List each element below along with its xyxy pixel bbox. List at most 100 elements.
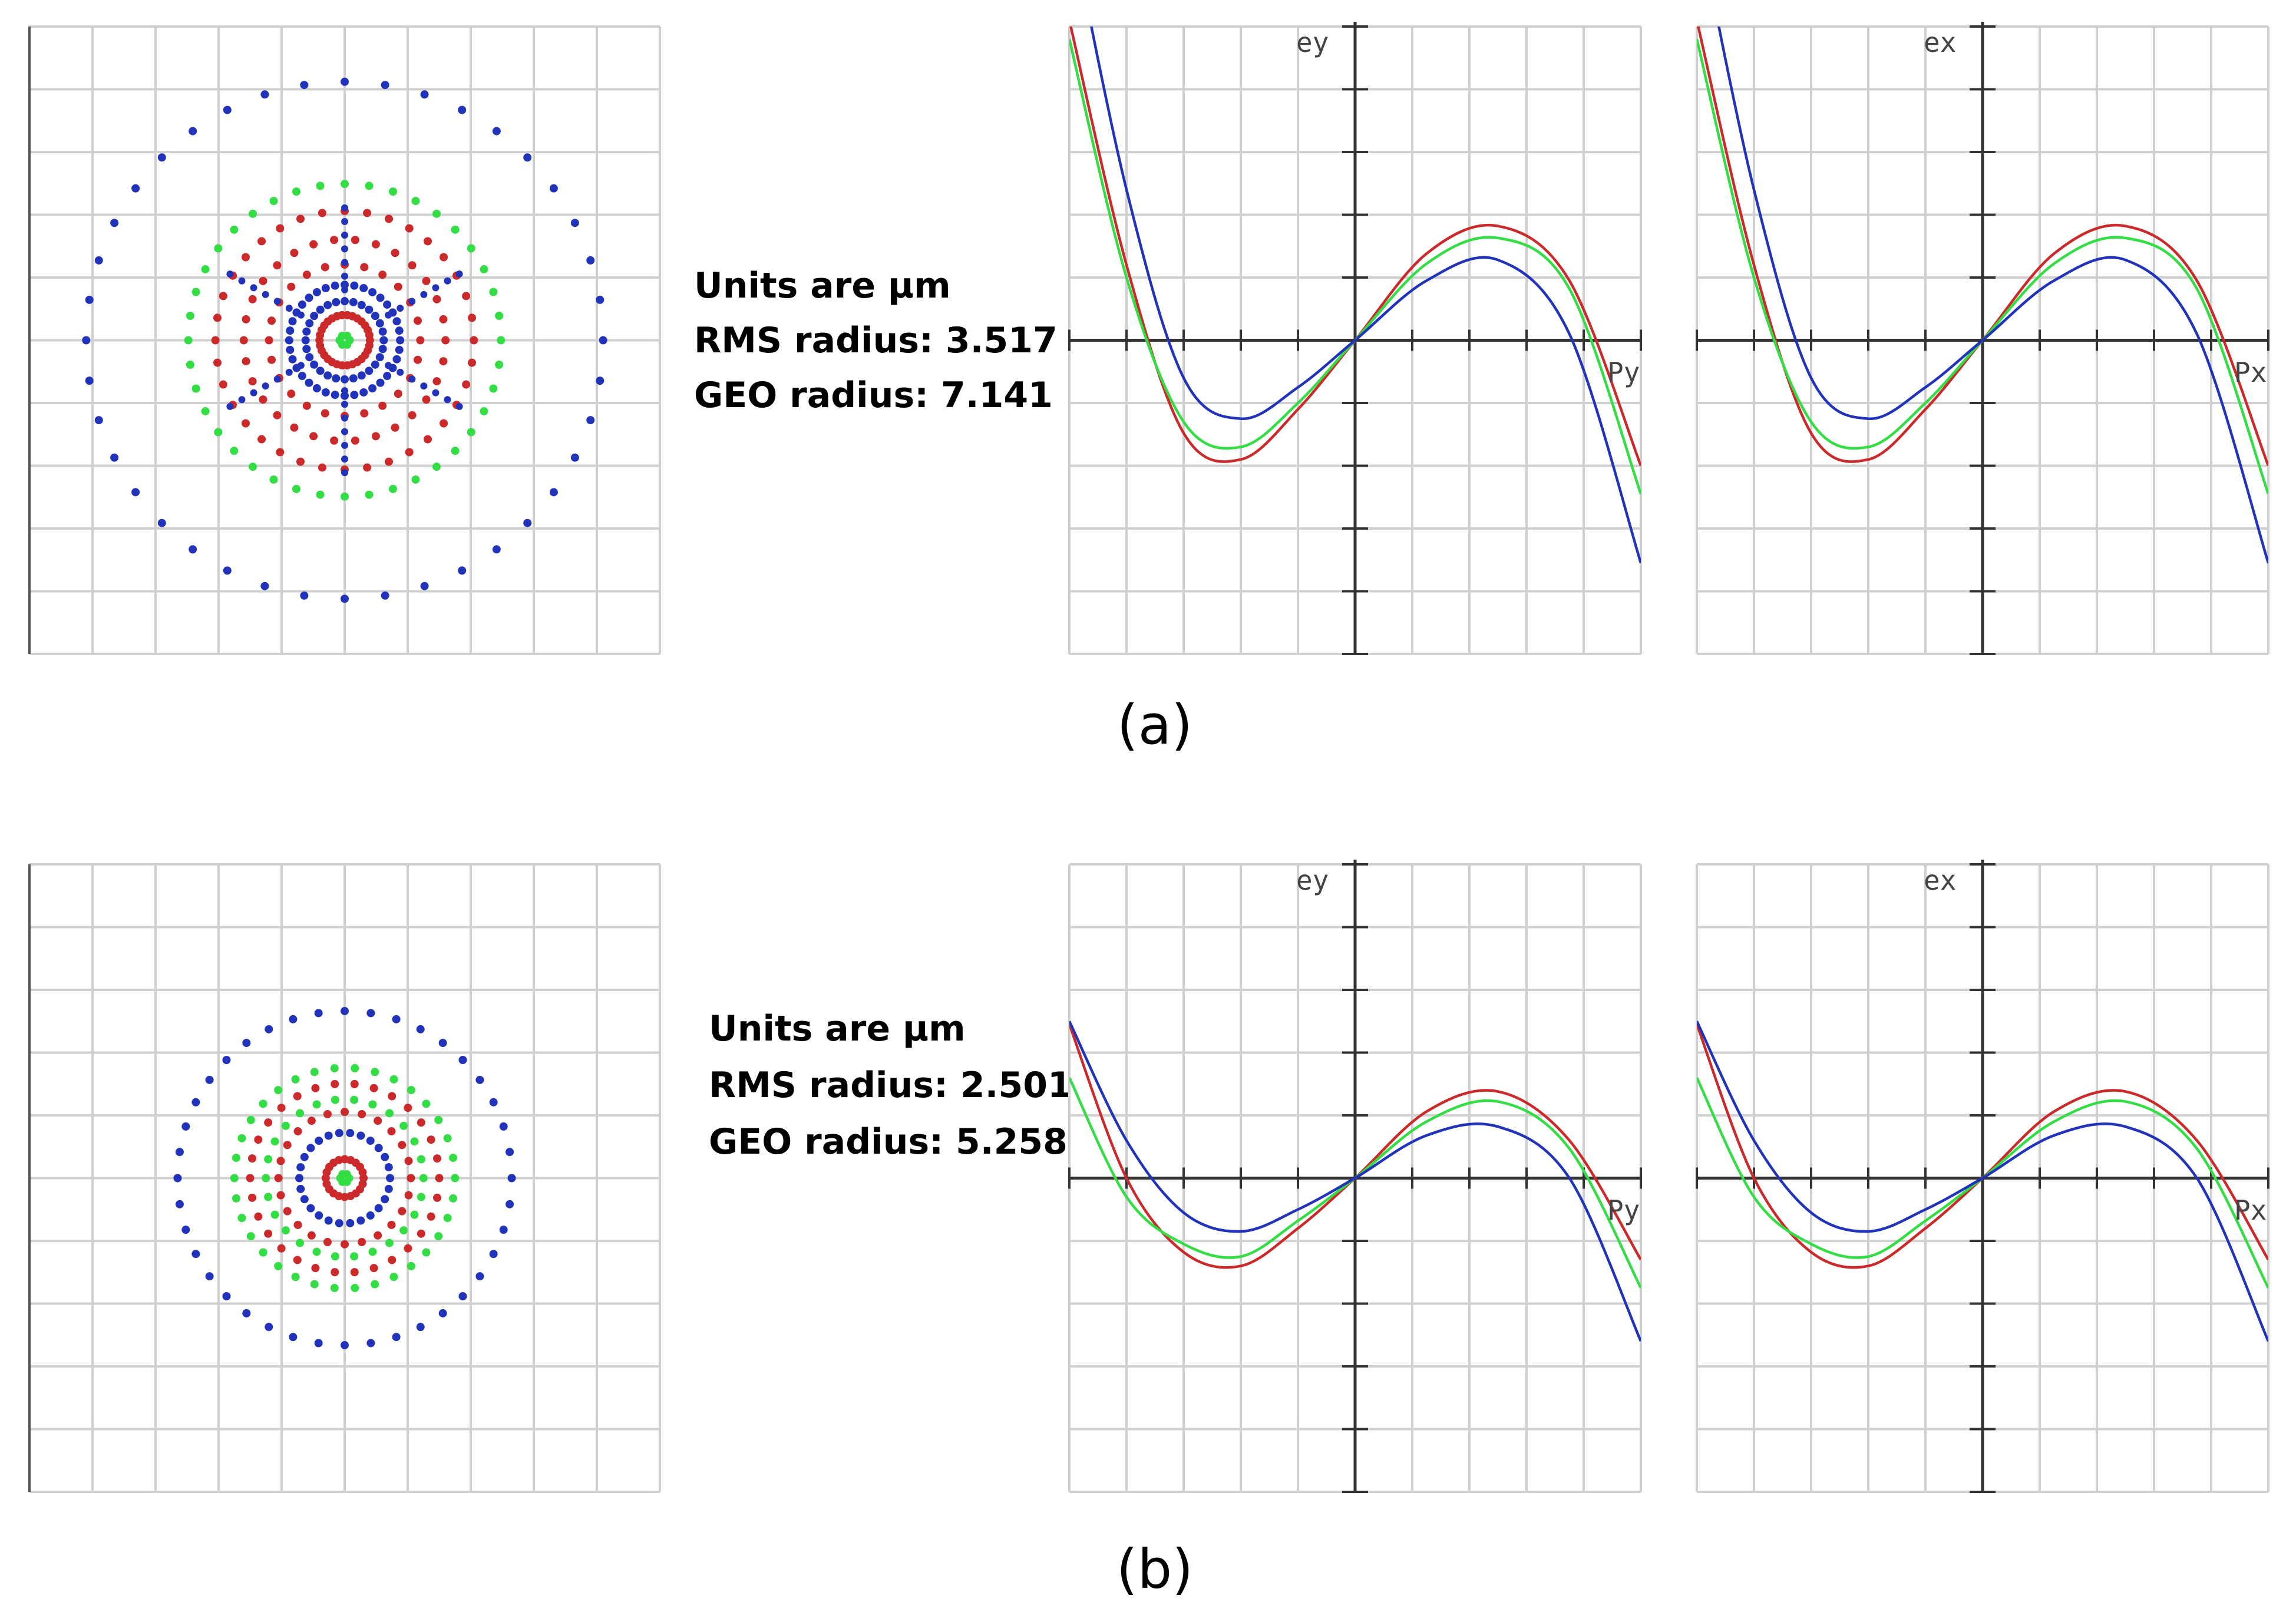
spot-point <box>407 1261 415 1270</box>
spot-point <box>435 1174 444 1183</box>
spot-point <box>305 378 313 387</box>
spot-point <box>341 1341 349 1350</box>
spot-point <box>257 435 266 444</box>
spot-point <box>184 336 193 345</box>
spot-point <box>365 181 374 190</box>
y-axis-label: ex <box>1924 864 1956 896</box>
spot-point <box>397 305 404 312</box>
spot-point <box>410 1210 419 1219</box>
spot-point <box>314 1339 323 1348</box>
spot-point <box>378 345 387 354</box>
geo-radius-text: GEO radius: 7.141 <box>694 375 1053 416</box>
spot-point <box>440 419 448 428</box>
spot-point <box>346 1129 355 1138</box>
spot-point <box>506 1200 514 1208</box>
spot-point <box>230 1174 239 1183</box>
spot-point <box>378 327 387 336</box>
spot-point <box>404 1191 413 1200</box>
spot-point <box>596 295 604 304</box>
series-lines <box>1697 27 2268 564</box>
spot-point <box>383 372 392 381</box>
y-axis-label: ey <box>1296 864 1329 896</box>
spot-point <box>586 416 595 425</box>
series-lines <box>1069 1020 1641 1342</box>
spot-point <box>350 1252 359 1261</box>
spot-point <box>312 288 321 296</box>
spot-point <box>306 1144 315 1152</box>
spot-point <box>407 1174 415 1183</box>
spot-point <box>480 265 488 274</box>
spot-point <box>289 1015 298 1023</box>
spot-point <box>341 245 348 253</box>
spot-point <box>384 1163 393 1172</box>
spot-point <box>416 336 425 345</box>
spot-point <box>321 388 330 397</box>
spot-point <box>296 1239 305 1247</box>
spot-point <box>570 219 579 227</box>
spot-point <box>523 153 532 162</box>
spot-point <box>248 1154 257 1163</box>
spot-point <box>341 1240 349 1249</box>
spot-point <box>341 232 348 239</box>
spot-point <box>262 1174 270 1183</box>
spot-point <box>315 1137 323 1145</box>
spot-point <box>312 1247 321 1256</box>
x-axis-label: Px <box>2234 1194 2267 1226</box>
spot-point <box>309 240 318 249</box>
spot-point <box>270 1210 279 1219</box>
spot-point <box>273 411 282 420</box>
spot-point <box>365 490 374 499</box>
spot-point <box>213 313 222 322</box>
spot-point <box>497 336 506 345</box>
spot-point <box>506 1148 514 1157</box>
grid <box>28 25 661 655</box>
spot-point <box>265 1323 273 1332</box>
spot-point <box>376 293 385 302</box>
spot-point <box>241 419 250 428</box>
spot-point <box>293 1127 302 1136</box>
spot-point <box>324 1216 333 1225</box>
spot-point <box>432 295 441 303</box>
spot-point <box>262 382 269 390</box>
spot-point <box>397 368 404 376</box>
spot-point <box>405 224 414 233</box>
spot-point <box>276 448 285 457</box>
spot-point <box>238 396 246 404</box>
spot-point <box>371 312 379 321</box>
spot-point <box>438 1039 447 1048</box>
spot-point <box>371 240 380 249</box>
spot-point <box>330 436 339 445</box>
spot-point <box>277 1244 286 1253</box>
spot-point <box>341 280 349 289</box>
spot-point <box>360 263 369 272</box>
spot-point <box>507 1174 516 1183</box>
spot-point <box>432 389 440 397</box>
x-axis-label: Py <box>1607 1194 1640 1226</box>
spot-point <box>363 209 372 217</box>
spot-point <box>360 409 369 418</box>
series-line-red <box>1069 27 1641 467</box>
spot-point <box>324 1131 333 1140</box>
spot-point <box>321 284 330 293</box>
spot-point <box>296 457 305 466</box>
spot-point <box>305 319 314 328</box>
spot-point <box>343 332 352 341</box>
spot-point <box>385 1109 394 1118</box>
x-axis-label: Px <box>2234 356 2267 388</box>
rms-radius-text: RMS radius: 3.517 <box>694 320 1058 361</box>
spot-point <box>300 1195 309 1204</box>
spot-point <box>274 1086 283 1095</box>
panel-label-a: (a) <box>1117 693 1192 757</box>
spot-point <box>351 436 359 445</box>
spot-point <box>85 376 94 385</box>
spot-point <box>311 1264 320 1273</box>
spot-point <box>270 1137 279 1146</box>
spot-point <box>357 371 366 380</box>
spot-point <box>283 1207 292 1216</box>
spot-point <box>416 1323 425 1332</box>
spot-point <box>173 1174 182 1183</box>
spot-point <box>287 282 296 291</box>
series-line-red <box>1069 1023 1641 1269</box>
spot-point <box>82 336 91 345</box>
